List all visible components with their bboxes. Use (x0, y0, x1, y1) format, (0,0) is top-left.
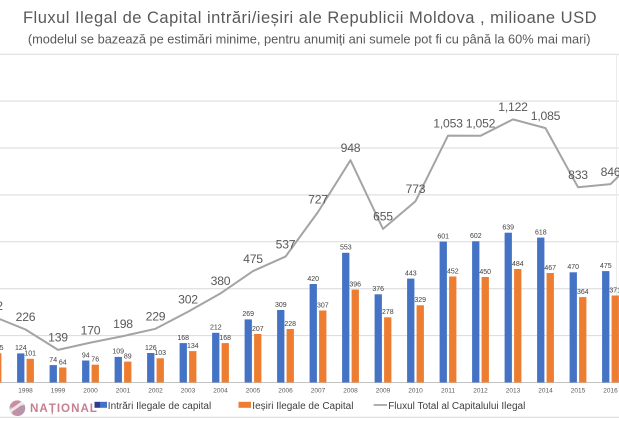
svg-text:2002: 2002 (148, 387, 163, 394)
svg-text:101: 101 (24, 351, 36, 358)
svg-text:475: 475 (600, 263, 612, 270)
svg-text:2014: 2014 (538, 387, 553, 394)
svg-text:2008: 2008 (343, 387, 358, 394)
svg-text:1,052: 1,052 (466, 117, 496, 131)
svg-text:198: 198 (113, 317, 133, 331)
svg-text:618: 618 (535, 229, 547, 236)
svg-text:126: 126 (145, 345, 157, 352)
svg-text:376: 376 (372, 286, 384, 293)
svg-text:309: 309 (275, 302, 287, 309)
svg-text:103: 103 (154, 350, 166, 357)
svg-text:2013: 2013 (506, 387, 521, 394)
svg-text:278: 278 (382, 309, 394, 316)
svg-text:1999: 1999 (51, 387, 66, 394)
svg-text:396: 396 (349, 281, 361, 288)
svg-text:452: 452 (447, 268, 459, 275)
svg-text:207: 207 (252, 326, 264, 333)
svg-text:2007: 2007 (311, 387, 326, 394)
svg-text:269: 269 (242, 311, 254, 318)
svg-text:229: 229 (146, 310, 166, 324)
svg-text:2010: 2010 (408, 387, 423, 394)
svg-text:639: 639 (502, 225, 514, 232)
svg-text:2005: 2005 (246, 387, 261, 394)
svg-text:475: 475 (243, 252, 263, 266)
svg-text:2012: 2012 (473, 387, 488, 394)
svg-text:307: 307 (317, 302, 329, 309)
svg-text:2006: 2006 (278, 387, 293, 394)
svg-text:2015: 2015 (571, 387, 586, 394)
svg-text:467: 467 (544, 265, 556, 272)
svg-text:553: 553 (340, 245, 352, 252)
svg-text:450: 450 (479, 269, 491, 276)
svg-text:109: 109 (112, 349, 124, 356)
svg-text:Ieșiri Ilegale de Capital: Ieșiri Ilegale de Capital (252, 401, 353, 412)
svg-text:226: 226 (16, 310, 36, 324)
svg-text:Fluxul Total al Capitalului Il: Fluxul Total al Capitalului Ilegal (388, 401, 525, 412)
svg-text:1,085: 1,085 (531, 109, 561, 123)
svg-text:2004: 2004 (213, 387, 228, 394)
svg-text:228: 228 (284, 321, 296, 328)
svg-text:170: 170 (81, 323, 101, 337)
svg-text:773: 773 (406, 182, 426, 196)
svg-text:94: 94 (82, 352, 90, 359)
svg-text:134: 134 (187, 343, 199, 350)
svg-text:329: 329 (414, 297, 426, 304)
svg-text:2016: 2016 (603, 387, 618, 394)
svg-text:655: 655 (373, 210, 393, 224)
svg-text:2000: 2000 (83, 387, 98, 394)
svg-text:846: 846 (601, 165, 619, 179)
svg-text:727: 727 (308, 193, 328, 207)
svg-text:470: 470 (567, 264, 579, 271)
svg-text:1,122: 1,122 (498, 100, 528, 114)
svg-text:89: 89 (124, 353, 132, 360)
svg-text:537: 537 (276, 237, 296, 251)
svg-text:420: 420 (307, 276, 319, 283)
svg-text:601: 601 (437, 233, 449, 240)
svg-text:NAȚIONAL: NAȚIONAL (30, 402, 98, 415)
svg-text:302: 302 (178, 292, 198, 306)
svg-text:Fluxul Ilegal de Capital intră: Fluxul Ilegal de Capital intrări/ieșiri … (23, 9, 597, 27)
svg-text:364: 364 (577, 289, 589, 296)
svg-text:168: 168 (177, 335, 189, 342)
svg-text:125: 125 (0, 345, 4, 352)
svg-text:139: 139 (48, 331, 68, 345)
svg-text:Intrări Ilegale de capital: Intrări Ilegale de capital (108, 401, 211, 412)
svg-text:76: 76 (91, 357, 99, 364)
svg-text:1,053: 1,053 (433, 116, 463, 130)
svg-text:2009: 2009 (376, 387, 391, 394)
svg-text:282: 282 (0, 299, 3, 313)
svg-text:443: 443 (405, 270, 417, 277)
svg-text:74: 74 (49, 357, 57, 364)
svg-text:168: 168 (219, 335, 231, 342)
svg-text:1998: 1998 (18, 387, 33, 394)
svg-text:(modelul se bazează pe estimăr: (modelul se bazează pe estimări minime, … (28, 31, 591, 46)
svg-text:371: 371 (609, 287, 619, 294)
svg-text:2001: 2001 (116, 387, 131, 394)
svg-text:124: 124 (15, 345, 27, 352)
svg-text:212: 212 (210, 325, 222, 332)
svg-text:380: 380 (211, 274, 231, 288)
svg-text:2011: 2011 (441, 387, 455, 394)
svg-text:833: 833 (568, 168, 588, 182)
svg-text:602: 602 (470, 233, 482, 240)
svg-text:2003: 2003 (181, 387, 196, 394)
svg-text:64: 64 (59, 359, 67, 366)
svg-text:948: 948 (341, 141, 361, 155)
svg-text:484: 484 (512, 261, 524, 268)
